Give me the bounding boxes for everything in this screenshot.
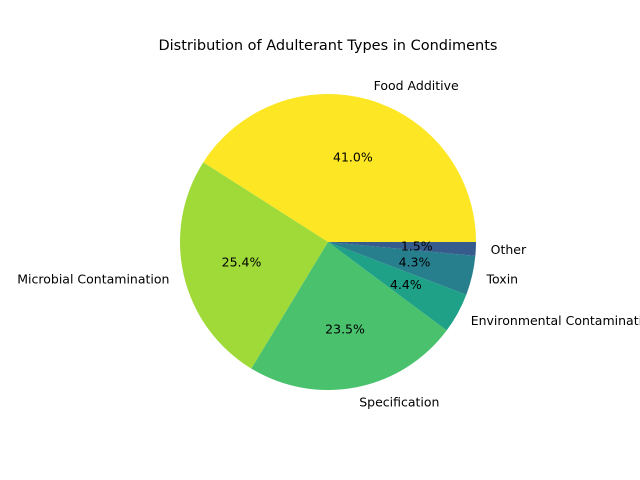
pie-percent-label: 41.0% xyxy=(333,149,373,164)
pie-percent-label: 25.4% xyxy=(222,255,262,270)
pie-slice-other xyxy=(328,242,476,256)
pie-labels: 41.0% Food Additive 25.4% Microbial Contami… xyxy=(17,78,640,409)
pie-category-label: Specification xyxy=(359,394,439,409)
pie-slices xyxy=(180,94,477,390)
pie-percent-label: 23.5% xyxy=(325,322,365,337)
pie-category-label: Toxin xyxy=(486,271,519,286)
pie-slice-specification xyxy=(251,242,447,390)
pie-category-label: Food Additive xyxy=(374,78,459,93)
chart-title: Distribution of Adulterant Types in Cond… xyxy=(158,38,497,54)
pie-slice-microbial-contamination xyxy=(180,162,328,369)
pie-category-label: Other xyxy=(491,242,527,257)
pie-slice-toxin xyxy=(328,242,476,295)
pie-percent-label: 4.3% xyxy=(399,255,431,270)
pie-percent-label: 1.5% xyxy=(401,239,433,254)
pie-slice-food-additive xyxy=(203,94,477,243)
pie-percent-label: 4.4% xyxy=(390,277,422,292)
pie-category-label: Microbial Contamination xyxy=(17,271,169,286)
pie-category-label: Environmental Contamination xyxy=(471,313,640,328)
pie-slice-environmental-contamination xyxy=(328,242,467,331)
